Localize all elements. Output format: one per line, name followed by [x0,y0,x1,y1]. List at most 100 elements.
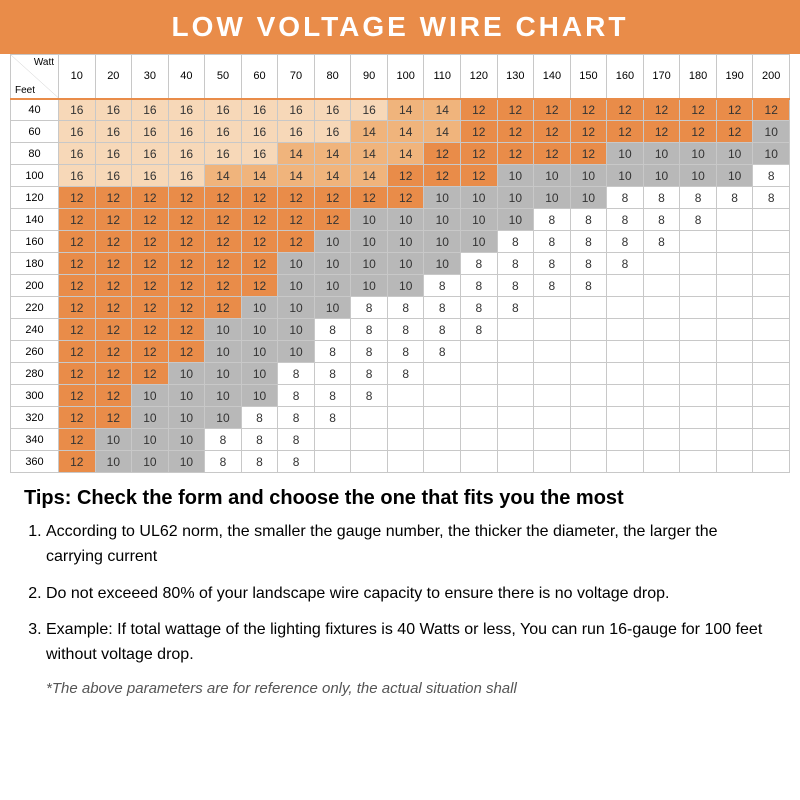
gauge-cell: 10 [570,187,607,209]
gauge-cell: 12 [132,231,169,253]
gauge-cell: 8 [570,275,607,297]
gauge-cell [607,363,644,385]
gauge-cell: 12 [534,143,571,165]
gauge-cell [716,319,753,341]
gauge-cell: 16 [205,99,242,121]
gauge-cell: 14 [241,165,278,187]
gauge-cell: 12 [278,231,315,253]
gauge-cell: 10 [132,451,169,473]
gauge-cell: 12 [716,121,753,143]
feet-row-header: 140 [11,209,59,231]
gauge-cell [643,363,680,385]
gauge-cell [716,429,753,451]
gauge-cell: 8 [278,451,315,473]
gauge-cell: 10 [424,253,461,275]
gauge-cell: 16 [132,143,169,165]
gauge-cell [314,429,351,451]
gauge-cell: 12 [241,275,278,297]
gauge-cell: 8 [461,297,498,319]
gauge-cell: 10 [132,407,169,429]
gauge-cell: 10 [424,231,461,253]
gauge-cell [680,231,717,253]
gauge-cell: 8 [424,275,461,297]
gauge-cell: 8 [643,209,680,231]
gauge-cell [753,253,790,275]
gauge-cell: 12 [716,99,753,121]
gauge-cell: 10 [205,341,242,363]
gauge-cell: 8 [278,363,315,385]
gauge-cell [424,385,461,407]
gauge-cell: 8 [570,253,607,275]
gauge-cell: 16 [278,99,315,121]
gauge-cell: 10 [351,253,388,275]
gauge-cell: 16 [314,121,351,143]
gauge-cell [570,451,607,473]
gauge-cell: 10 [168,363,205,385]
watt-column-header: 130 [497,55,534,99]
gauge-cell [570,363,607,385]
gauge-cell: 12 [168,209,205,231]
gauge-cell [534,451,571,473]
gauge-cell [716,385,753,407]
gauge-cell [424,451,461,473]
gauge-cell: 8 [607,253,644,275]
gauge-cell: 10 [387,253,424,275]
gauge-cell: 12 [59,385,96,407]
gauge-cell: 16 [241,143,278,165]
gauge-cell [753,385,790,407]
gauge-cell: 12 [59,451,96,473]
gauge-cell: 10 [716,143,753,165]
gauge-cell: 8 [424,341,461,363]
gauge-cell: 12 [95,385,132,407]
gauge-cell: 12 [59,319,96,341]
gauge-cell [387,407,424,429]
gauge-cell: 8 [570,231,607,253]
gauge-cell: 12 [132,209,169,231]
gauge-cell: 8 [643,187,680,209]
gauge-cell [497,407,534,429]
gauge-cell: 16 [168,165,205,187]
gauge-cell: 10 [241,385,278,407]
gauge-cell: 10 [168,451,205,473]
gauge-cell: 8 [278,385,315,407]
gauge-cell [497,341,534,363]
gauge-cell: 12 [95,319,132,341]
gauge-cell: 8 [497,297,534,319]
gauge-cell [716,363,753,385]
gauge-cell [461,429,498,451]
gauge-cell [716,209,753,231]
feet-row-header: 100 [11,165,59,187]
gauge-cell: 10 [461,231,498,253]
feet-row-header: 160 [11,231,59,253]
gauge-cell [534,363,571,385]
gauge-cell: 16 [205,121,242,143]
gauge-cell [643,253,680,275]
gauge-cell [716,341,753,363]
gauge-cell: 10 [278,253,315,275]
disclaimer-text: *The above parameters are for reference … [24,680,776,697]
gauge-cell [716,451,753,473]
gauge-cell: 8 [461,319,498,341]
gauge-cell: 12 [59,187,96,209]
watt-column-header: 40 [168,55,205,99]
gauge-cell: 12 [461,99,498,121]
gauge-cell [680,275,717,297]
gauge-cell: 10 [387,231,424,253]
tip-item: According to UL62 norm, the smaller the … [46,520,776,570]
gauge-cell: 10 [351,231,388,253]
gauge-cell: 16 [59,99,96,121]
gauge-cell [461,407,498,429]
gauge-cell: 10 [534,187,571,209]
gauge-cell: 8 [351,341,388,363]
gauge-cell [314,451,351,473]
gauge-cell: 8 [643,231,680,253]
gauge-cell: 12 [424,143,461,165]
gauge-cell [607,341,644,363]
gauge-cell: 8 [351,385,388,407]
gauge-cell [570,319,607,341]
gauge-cell [497,363,534,385]
gauge-cell: 12 [278,209,315,231]
gauge-cell: 12 [680,121,717,143]
gauge-cell: 12 [59,341,96,363]
gauge-cell: 16 [132,99,169,121]
